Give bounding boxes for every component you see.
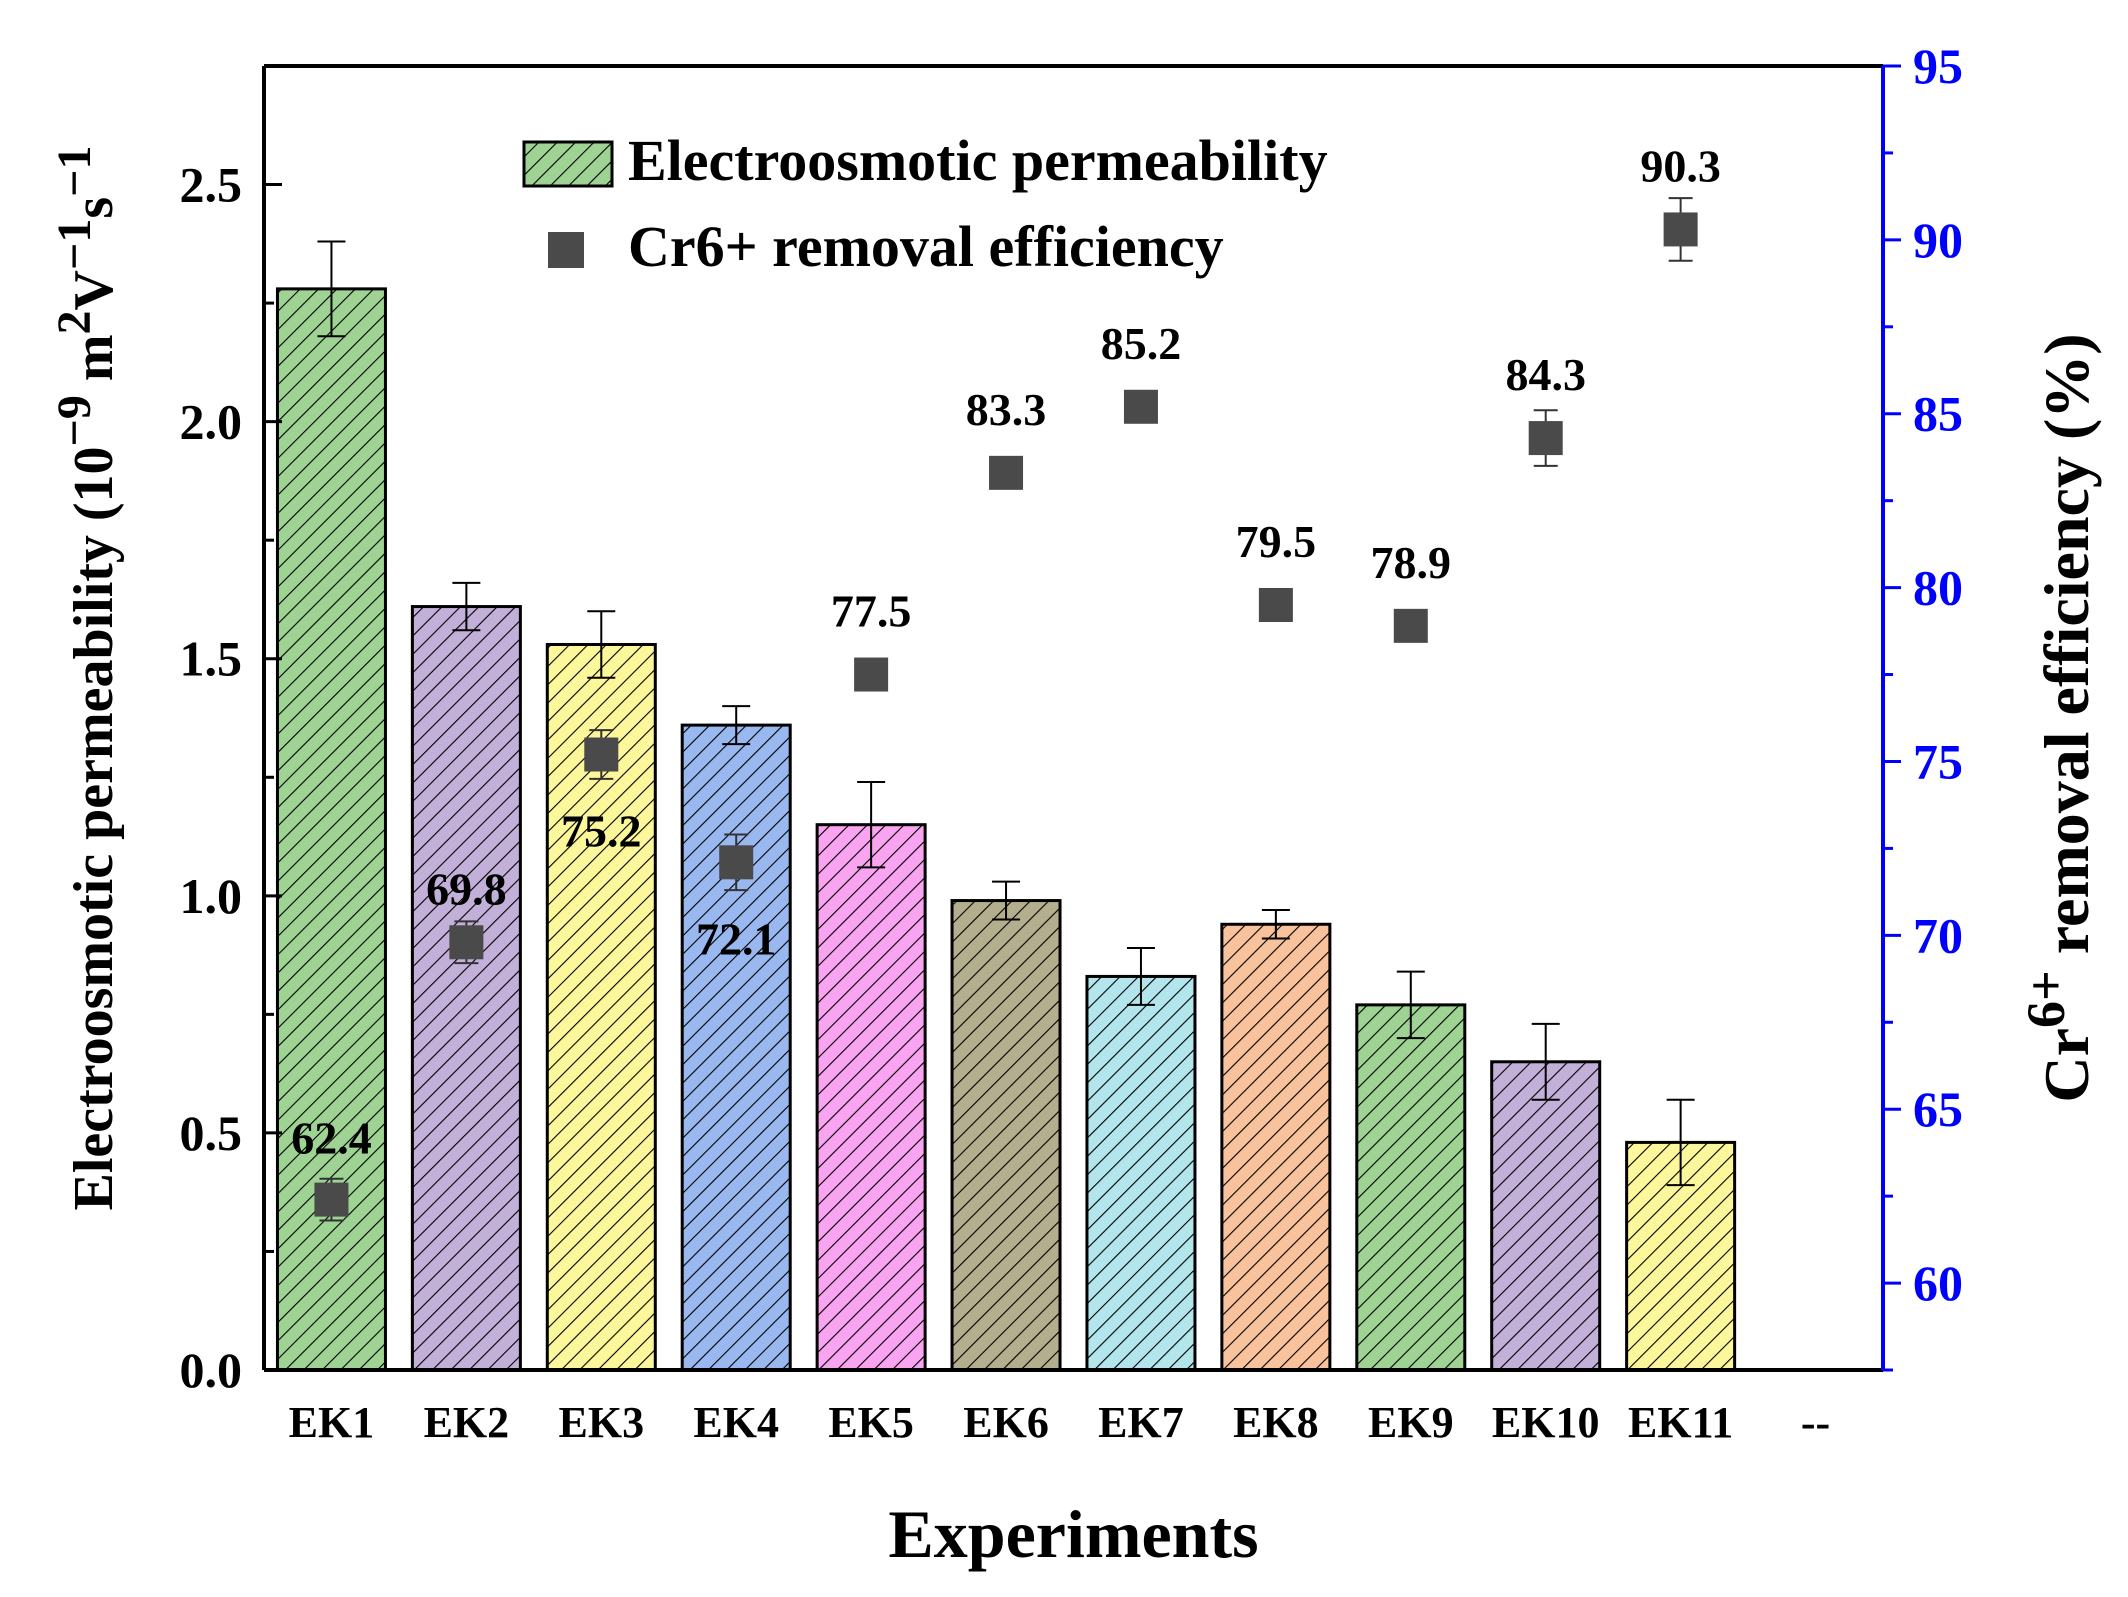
y-tick-label: 0.5 [180,1105,243,1161]
y2-tick-label: 90 [1913,212,1963,268]
y-tick-label: 1.5 [180,631,243,687]
bar-hatch-EK8 [1220,922,1332,1372]
bar-hatch-EK2 [410,605,522,1372]
bar-hatch-EK5 [815,823,927,1372]
y2-tick-label: 70 [1913,907,1963,963]
y-axis-title-superscript: 2 [48,310,101,334]
point-EK3 [584,737,619,772]
legend-swatch-bar-hatch [522,140,614,188]
point-EK8 [1258,587,1293,622]
data-label-EK7: 85.2 [1101,318,1182,369]
x-tick-label-EK8: EK8 [1233,1398,1319,1447]
data-label-EK3: 75.2 [561,806,642,857]
point-EK9 [1393,608,1428,643]
y-axis-title-superscript: −1 [48,145,101,196]
bar-hatch-EK6 [950,899,1062,1372]
data-label-EK8: 79.5 [1236,516,1317,567]
y-axis-title-text: s [63,197,125,219]
point-EK5 [854,657,889,692]
y-axis-title: Electroosmotic permeability (10−9 m2V−1s… [48,145,125,1210]
y2-axis-title-text: removal efficiency (%) [2031,333,2102,970]
y2-tick-label: 80 [1913,560,1963,616]
y-axis-title-superscript: −9 [48,395,101,446]
data-label-EK10: 84.3 [1505,349,1586,400]
y2-axis-title: Cr6+ removal efficiency (%) [2016,333,2102,1102]
x-tick-label-EK2: EK2 [424,1398,510,1447]
bar-hatch-EK4 [680,723,792,1372]
y-axis-title-text: Electroosmotic permeability (10 [63,446,125,1210]
point-EK11 [1663,212,1698,247]
x-tick-label-EK4: EK4 [693,1398,779,1447]
data-label-EK6: 83.3 [966,384,1047,435]
bar-hatch-EK7 [1085,974,1197,1372]
x-tick-label-EK7: EK7 [1098,1398,1184,1447]
data-label-EK2: 69.8 [426,863,507,914]
point-EK10 [1528,421,1563,456]
y2-tick-label: 65 [1913,1081,1963,1137]
data-label-EK9: 78.9 [1371,537,1452,588]
x-axis-title: Experiments [888,1496,1258,1572]
y-axis-title-text: V [63,270,125,310]
point-EK1 [314,1182,349,1217]
y2-tick-label: 75 [1913,733,1963,789]
data-label-EK5: 77.5 [831,586,912,637]
data-label-EK1: 62.4 [291,1113,372,1164]
y2-axis-title-text: Cr [2031,1028,2102,1103]
x-tick-label-EK6: EK6 [963,1398,1049,1447]
y2-tick-label: 95 [1913,38,1963,94]
x-tick-label-EK9: EK9 [1368,1398,1454,1447]
y-tick-label: 2.0 [180,394,243,450]
x-tick-label-EK1: EK1 [289,1398,375,1447]
y2-tick-label: 85 [1913,386,1963,442]
y-tick-label: 0.0 [180,1342,243,1398]
plot-area: 62.4 69.8 75.2 72.1 77.5 83.3 85.2 79.5 78.9 84.3… [48,38,2102,1572]
point-EK6 [989,455,1024,490]
x-tick-label-EK5: EK5 [828,1398,914,1447]
x-tick-label-EK11: EK11 [1628,1398,1733,1447]
y-tick-label: 2.5 [180,157,243,213]
y-tick-label: 1.0 [180,868,243,924]
bar-hatch-EK10 [1490,1060,1602,1372]
y-axis-title-superscript: −1 [48,219,101,270]
point-EK2 [449,925,484,960]
x-tick-label-EK3: EK3 [559,1398,645,1447]
point-EK4 [719,845,754,880]
data-label-EK4: 72.1 [696,913,777,964]
y2-tick-label: 60 [1913,1255,1963,1311]
point-EK7 [1123,389,1158,424]
x-tick-label-EK10: EK10 [1492,1398,1600,1447]
legend-label-permeability: Electroosmotic permeability [628,128,1328,193]
bar-hatch-EK9 [1355,1003,1467,1372]
x-tick-label-extra: -- [1801,1398,1830,1447]
legend-swatch-point [548,232,584,268]
y2-axis-title-superscript: 6+ [2016,970,2076,1028]
legend-label-removal: Cr6+ removal efficiency [628,214,1224,279]
y-axis-title-text: m [63,334,125,395]
data-label-EK11: 90.3 [1640,140,1721,191]
